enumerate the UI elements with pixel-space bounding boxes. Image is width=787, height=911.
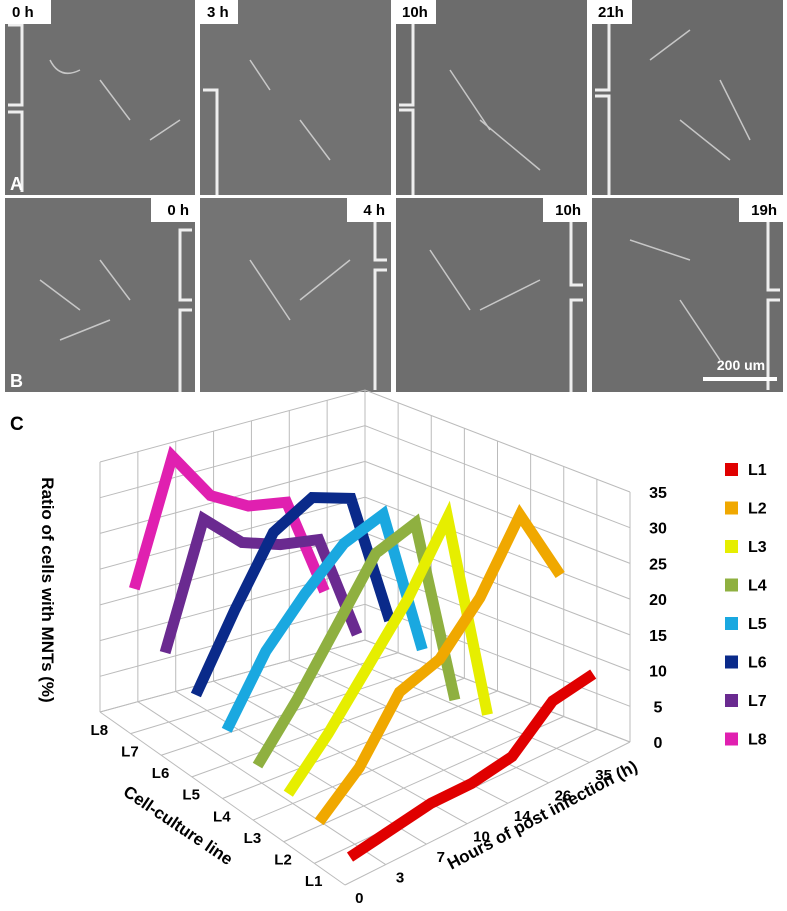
ribbon (129, 445, 330, 594)
y-tick-label: 5 (654, 699, 663, 716)
channel-wall (8, 18, 611, 195)
image (592, 0, 783, 195)
x-tick-label: 14 (514, 808, 531, 825)
z-tick-label: L3 (244, 830, 262, 847)
legend-swatch (725, 501, 738, 515)
z-axis-title: Cell-culture line (120, 782, 236, 869)
image (396, 198, 587, 392)
z-tick-label: L8 (91, 722, 109, 739)
time-label: 4 h (363, 202, 385, 219)
grid-line (99, 496, 631, 600)
cells (39, 239, 721, 361)
legend-label: L6 (748, 655, 767, 672)
ribbon (346, 669, 597, 862)
panel-label: A (10, 174, 23, 194)
figure-label: C (10, 414, 24, 435)
y-tick-label: 0 (654, 735, 663, 752)
y-axis-title: Ratio of cells with MNTs (%) (38, 477, 57, 702)
y-tick-label: 35 (649, 485, 667, 502)
image (396, 0, 587, 195)
y-tick-label: 20 (649, 592, 667, 609)
ribbon (252, 513, 461, 769)
label-box (200, 0, 238, 24)
panel-label: B (10, 371, 23, 391)
floor-grid (252, 703, 531, 821)
image (200, 198, 391, 392)
z-tick-label: L7 (121, 743, 139, 760)
legend-label: L1 (748, 462, 767, 479)
label-box (396, 0, 436, 24)
legend-swatch (725, 732, 738, 746)
image (5, 0, 195, 195)
legend-swatch (725, 617, 738, 630)
z-tick-label: L6 (152, 765, 170, 782)
scale-bar (703, 377, 777, 381)
ribbon (159, 510, 363, 655)
cells (49, 29, 751, 171)
time-label: 19h (751, 202, 777, 219)
z-tick-label: L4 (213, 808, 231, 825)
label-box (151, 198, 195, 222)
legend-label: L2 (748, 501, 767, 518)
ribbon (190, 491, 395, 698)
legend-label: L7 (748, 693, 767, 710)
x-axis-title: Hours of post infection (h) (444, 757, 641, 874)
x-tick-label: 26 (555, 788, 572, 805)
label-box (543, 198, 587, 222)
grid-line (99, 639, 631, 743)
channel-wall (178, 198, 780, 392)
z-tick-label: L1 (305, 873, 323, 890)
ribbon (283, 500, 493, 797)
time-label: 10h (402, 4, 428, 21)
image (200, 0, 391, 195)
y-tick-label: 30 (649, 521, 667, 538)
legend-swatch (725, 655, 738, 669)
x-tick-label: 10 (473, 829, 490, 846)
image (5, 198, 195, 392)
legend-swatch (725, 694, 738, 707)
legend-label: L8 (748, 732, 767, 749)
y-tick-label: 10 (649, 664, 667, 681)
grid-line (99, 603, 631, 707)
x-tick-label: 3 (396, 869, 404, 886)
x-tick-label: 35 (595, 767, 612, 784)
legend-label: L3 (748, 539, 767, 556)
row-a: 0 h 3 h 10h 21h A (5, 0, 783, 195)
time-label: 10h (555, 202, 581, 219)
grid-line (99, 389, 631, 493)
image (592, 198, 783, 392)
chart: 0 5 10 15 20 25 30 35 0 3 7 10 14 26 35 L1 L2 L3 L4 L5 L6 L7 L… (38, 389, 767, 907)
legend-label: L5 (748, 616, 767, 633)
label-box (5, 0, 51, 24)
x-tick-label: 7 (437, 849, 445, 866)
label-box (739, 198, 783, 222)
legend-label: L4 (748, 578, 767, 595)
time-label: 21h (598, 4, 624, 21)
legend-swatch (725, 578, 738, 592)
ribbon (314, 503, 565, 826)
grid-line (99, 460, 631, 564)
y-tick-label: 15 (649, 628, 667, 645)
time-label: 0 h (12, 4, 34, 21)
y-tick-label: 25 (649, 556, 667, 573)
row-b: 0 h 4 h 10h 19h B 200 um (5, 198, 783, 392)
floor-grid (344, 741, 631, 886)
floor-grid (283, 716, 564, 843)
floor-grid (222, 690, 498, 799)
floor-grid (130, 652, 399, 735)
z-tick-label: L5 (182, 787, 200, 804)
x-tick-label: 0 (355, 890, 363, 906)
legend-swatch (725, 463, 738, 476)
time-label: 3 h (207, 4, 229, 21)
label-box (347, 198, 391, 222)
time-label: 0 h (167, 202, 189, 219)
z-tick-label: L2 (274, 852, 292, 869)
legend-swatch (725, 540, 738, 553)
scale-bar-label: 200 um (717, 357, 765, 373)
label-box (592, 0, 632, 24)
